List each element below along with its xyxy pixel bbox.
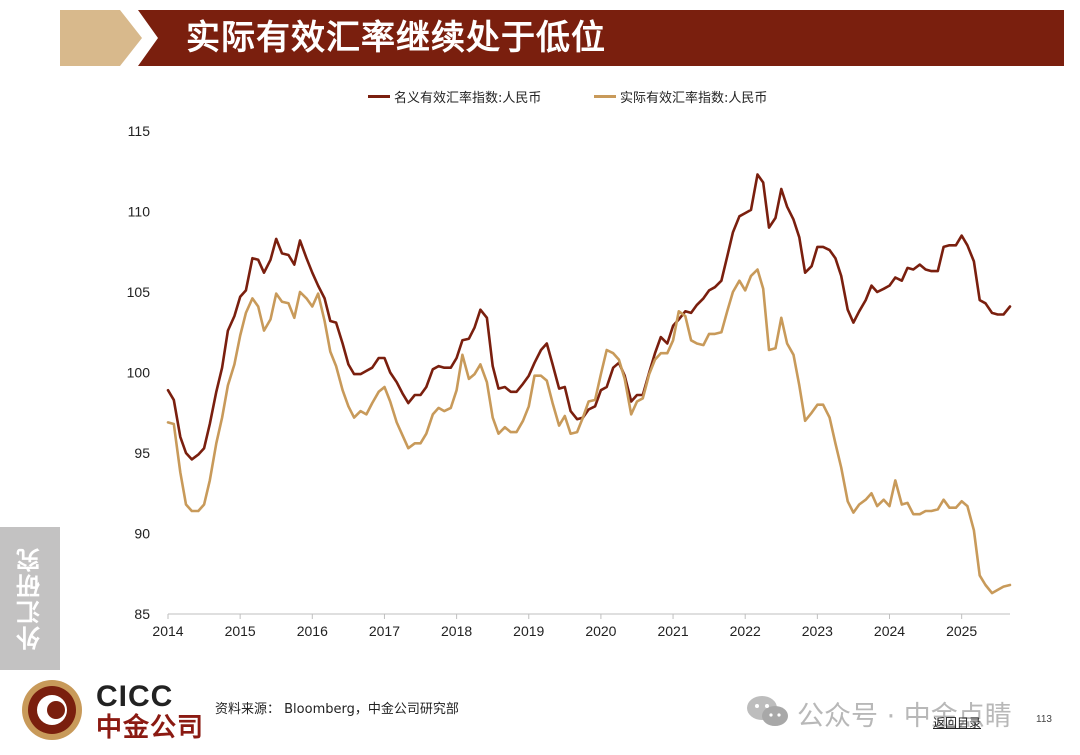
legend-item-nominal: 名义有效汇率指数:人民币 — [368, 86, 541, 106]
y-tick-label: 110 — [128, 204, 151, 220]
wechat-eye — [777, 713, 781, 717]
x-tick-label: 2017 — [369, 623, 400, 639]
page-title: 实际有效汇率继续处于低位 — [186, 18, 606, 58]
wechat-icon — [747, 696, 788, 726]
y-tick-label: 95 — [134, 445, 150, 461]
x-tick-label: 2019 — [513, 623, 544, 639]
x-tick-label: 2021 — [657, 623, 688, 639]
watermark: 公众号 · 中金点睛 — [797, 701, 1012, 732]
legend-swatch-real — [594, 94, 616, 98]
chevron-shape — [60, 10, 142, 66]
x-tick-label: 2018 — [441, 623, 472, 639]
x-tick-label: 2022 — [730, 623, 761, 639]
y-tick-label: 105 — [127, 284, 151, 300]
y-tick-label: 85 — [134, 606, 150, 622]
x-tick-label: 2014 — [152, 623, 183, 639]
banner-shape — [138, 10, 1064, 66]
y-tick-label: 115 — [128, 123, 151, 139]
series-line-nominal — [166, 173, 1012, 461]
side-tab-label: 外汇研究 — [16, 546, 45, 651]
side-tab — [0, 527, 60, 670]
x-tick-label: 2016 — [297, 623, 328, 639]
x-tick-label: 2020 — [585, 623, 616, 639]
x-tick-label: 2025 — [946, 623, 977, 639]
wechat-eye — [765, 704, 769, 708]
logo-text-cn: 中金公司 — [96, 713, 205, 743]
logo-text-en: CICC — [96, 680, 174, 713]
x-tick-label: 2024 — [874, 623, 905, 639]
cicc-logo-icon — [22, 680, 82, 740]
x-tick-label: 2015 — [225, 623, 256, 639]
title-banner — [138, 10, 1064, 66]
legend-item-real: 实际有效汇率指数:人民币 — [594, 86, 767, 106]
chart-legend: 名义有效汇率指数:人民币 实际有效汇率指数:人民币 — [0, 86, 1080, 106]
banner-chevron — [60, 10, 142, 66]
y-tick-label: 90 — [134, 526, 150, 542]
y-tick-label: 100 — [127, 365, 151, 381]
page-number: 113 — [1036, 714, 1052, 725]
wechat-eye — [755, 704, 759, 708]
legend-label-real: 实际有效汇率指数:人民币 — [620, 90, 768, 106]
legend-swatch-nominal — [368, 94, 390, 98]
x-tick-label: 2023 — [802, 623, 833, 639]
back-to-contents-link[interactable]: 返回目录 — [933, 716, 982, 730]
source-note: 资料来源： Bloomberg，中金公司研究部 — [215, 702, 459, 717]
wechat-bubble-small — [762, 706, 788, 726]
wechat-eye — [769, 713, 773, 717]
logo-core — [47, 701, 65, 719]
series-line-real — [166, 268, 1012, 595]
legend-label-nominal: 名义有效汇率指数:人民币 — [394, 90, 542, 106]
